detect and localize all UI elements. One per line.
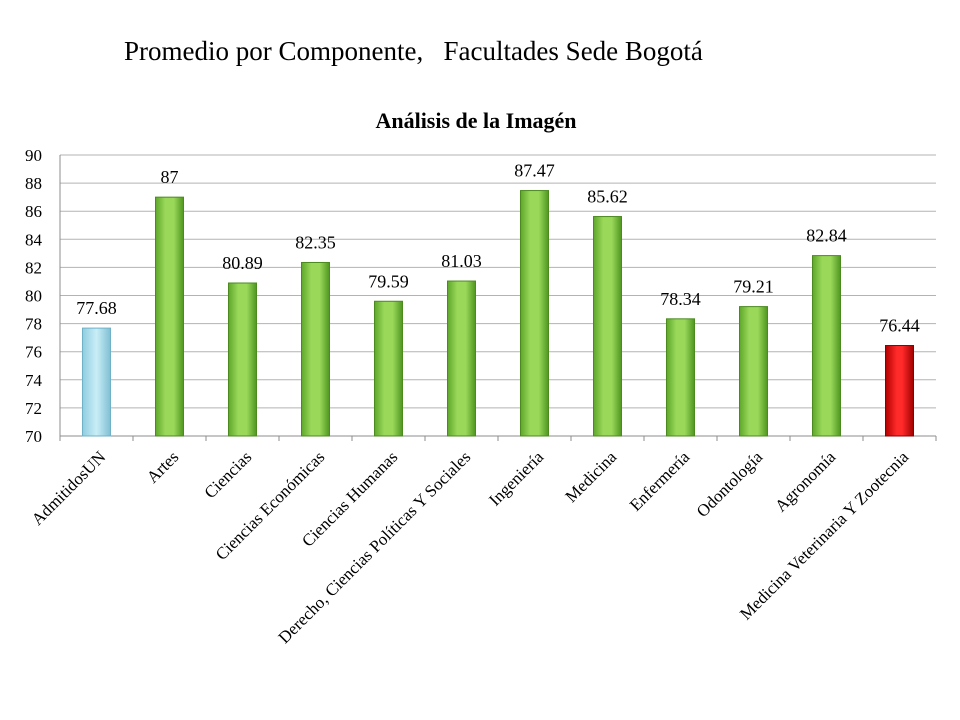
data-label: 80.89 bbox=[222, 253, 263, 273]
bar-ingenier-a bbox=[520, 190, 549, 437]
grid-lines bbox=[60, 154, 936, 437]
x-tick-label: Ingeniería bbox=[485, 447, 547, 509]
x-tick-label: Agronomía bbox=[771, 447, 840, 516]
y-tick-label: 70 bbox=[25, 427, 42, 446]
x-tick-label: Odontología bbox=[693, 447, 767, 521]
bar-enfermer-a bbox=[666, 318, 695, 437]
x-tick-label: Enfermería bbox=[626, 447, 694, 515]
data-label: 77.68 bbox=[76, 298, 117, 318]
y-tick-label: 82 bbox=[25, 258, 42, 277]
y-tick-label: 86 bbox=[25, 202, 42, 221]
x-tick-label: Artes bbox=[143, 447, 182, 486]
data-label: 85.62 bbox=[587, 187, 628, 207]
axes bbox=[59, 155, 937, 441]
data-label: 79.21 bbox=[733, 277, 774, 297]
y-tick-label: 72 bbox=[25, 399, 42, 418]
bar-medicina bbox=[593, 216, 622, 437]
data-label: 87.47 bbox=[514, 161, 555, 181]
chart-title: Análisis de la Imagén bbox=[375, 108, 576, 133]
bar-ciencias bbox=[228, 282, 257, 437]
y-tick-label: 80 bbox=[25, 287, 42, 306]
bar-odontolog-a bbox=[739, 306, 768, 437]
y-axis-ticks: 70 72 74 76 78 80 82 84 86 88 90 bbox=[25, 146, 43, 446]
data-label: 78.34 bbox=[660, 289, 701, 309]
y-tick-label: 90 bbox=[25, 146, 42, 165]
data-label: 81.03 bbox=[441, 251, 482, 271]
bar-ciencias-humanas bbox=[374, 300, 403, 437]
x-tick-label: Ciencias bbox=[200, 447, 255, 502]
bar-admitidosun bbox=[82, 327, 111, 437]
x-tick-label: Medicina bbox=[561, 447, 620, 506]
bar-derecho-ciencias-pol-ticas-y-sociales bbox=[447, 280, 476, 437]
bar-ciencias-econ-micas bbox=[301, 261, 330, 437]
data-label: 87 bbox=[161, 167, 179, 187]
bars bbox=[82, 190, 914, 437]
slide-title-text: Promedio por Componente, Facultades Sede… bbox=[124, 36, 703, 66]
x-tick-label: AdmitidosUN bbox=[28, 447, 110, 529]
data-label: 82.35 bbox=[295, 232, 336, 252]
y-tick-label: 74 bbox=[25, 371, 43, 390]
bar-medicina-veterinaria-y-zootecnia bbox=[885, 345, 914, 437]
data-labels: 77.68 87 80.89 82.35 79.59 81.03 87.47 85.62 78.… bbox=[76, 161, 920, 336]
y-tick-label: 78 bbox=[25, 315, 42, 334]
data-label: 82.84 bbox=[806, 226, 847, 246]
data-label: 79.59 bbox=[368, 271, 409, 291]
y-tick-label: 76 bbox=[25, 343, 42, 362]
y-tick-label: 84 bbox=[25, 230, 43, 249]
bar-artes bbox=[155, 196, 184, 437]
bar-agronom-a bbox=[812, 255, 841, 437]
data-label: 76.44 bbox=[879, 316, 920, 336]
y-tick-label: 88 bbox=[25, 174, 42, 193]
